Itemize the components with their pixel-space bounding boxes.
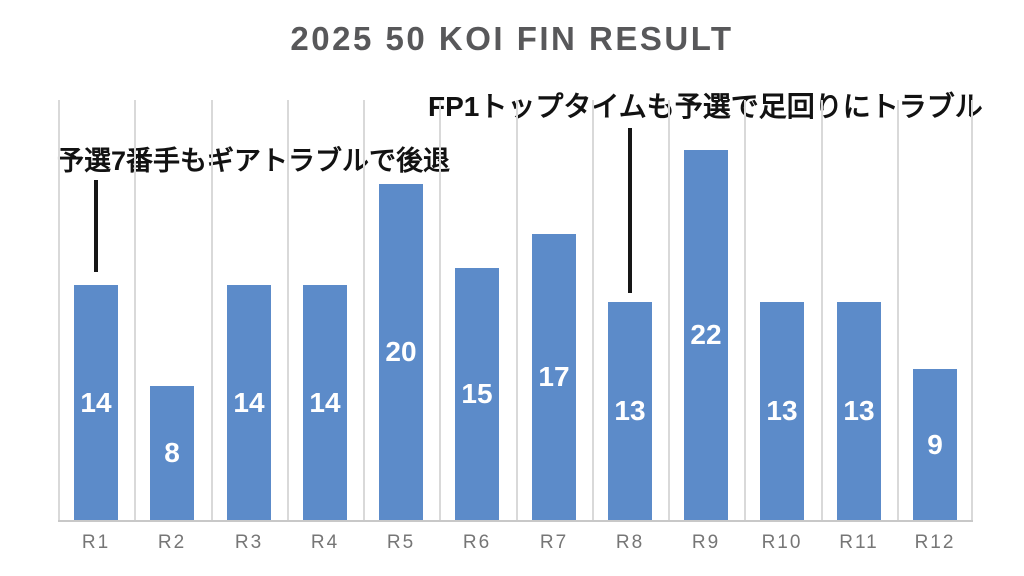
x-axis-tick-label: R2 [157,532,187,553]
x-axis-tick-label: R4 [310,532,340,553]
x-axis-tick-label: R8 [615,532,645,553]
gridline [592,100,594,520]
bar-value-label: 20 [385,336,417,367]
bar-R5: 20 [379,184,423,520]
bar-value-label: 15 [461,378,493,409]
gridline [971,100,973,520]
plot-area: 14 8 14 14 20 15 17 13 22 13 13 9 [58,100,973,522]
x-axis-tick-label: R6 [462,532,492,553]
x-axis-tick-label: R9 [691,532,721,553]
bar-value-label: 17 [538,361,570,392]
gridline [744,100,746,520]
x-axis-tick-label: R10 [761,532,803,553]
bar-R4: 14 [303,285,347,520]
x-axis-tick-label: R1 [81,532,111,553]
bar-value-label: 9 [927,428,943,460]
bar-R10: 13 [760,302,804,520]
x-axis-tick-label: R7 [539,532,569,553]
x-axis-tick-label: R12 [914,532,956,553]
gridline [668,100,670,520]
annotation-gear-trouble: 予選7番手もギアトラブルで後退 [57,146,451,176]
gridline [211,100,213,520]
bar-R9: 22 [684,150,728,520]
bar-value-label: 8 [164,437,180,468]
bar-value-label: 13 [766,395,798,426]
gridline [58,100,60,520]
bar-value-label: 13 [614,395,646,426]
gridline [287,100,289,520]
bar-R12: 9 [913,369,957,520]
bar-R7: 17 [532,234,576,520]
bar-R11: 13 [837,302,881,520]
gridline [897,100,899,520]
bar-value-label: 22 [690,319,722,350]
annotation-fp1-trouble: FP1トップタイムも予選で足回りにトラブル [428,91,983,122]
gridline [363,100,365,520]
bar-value-label: 14 [309,386,341,418]
bar-R2: 8 [150,386,194,520]
gridline [821,100,823,520]
bar-value-label: 14 [80,386,112,418]
gridline [134,100,136,520]
gridline [516,100,518,520]
annotation-line-R8 [628,128,632,293]
x-axis-tick-label: R3 [234,532,264,553]
bar-value-label: 13 [843,395,875,426]
x-axis: R1 R2 R3 R4 R5 R6 R7 R8 R9 R10 R11 R12 [58,532,973,562]
x-axis-tick-label: R11 [839,532,879,553]
bar-R1: 14 [74,285,118,520]
gridline [439,100,441,520]
bar-R6: 15 [455,268,499,520]
chart-title: 2025 50 KOI FIN RESULT [290,20,734,57]
annotation-line-R1 [94,180,98,272]
bar-R3: 14 [227,285,271,520]
bar-R8: 13 [608,302,652,520]
x-axis-tick-label: R5 [386,532,416,553]
bar-value-label: 14 [233,386,265,418]
